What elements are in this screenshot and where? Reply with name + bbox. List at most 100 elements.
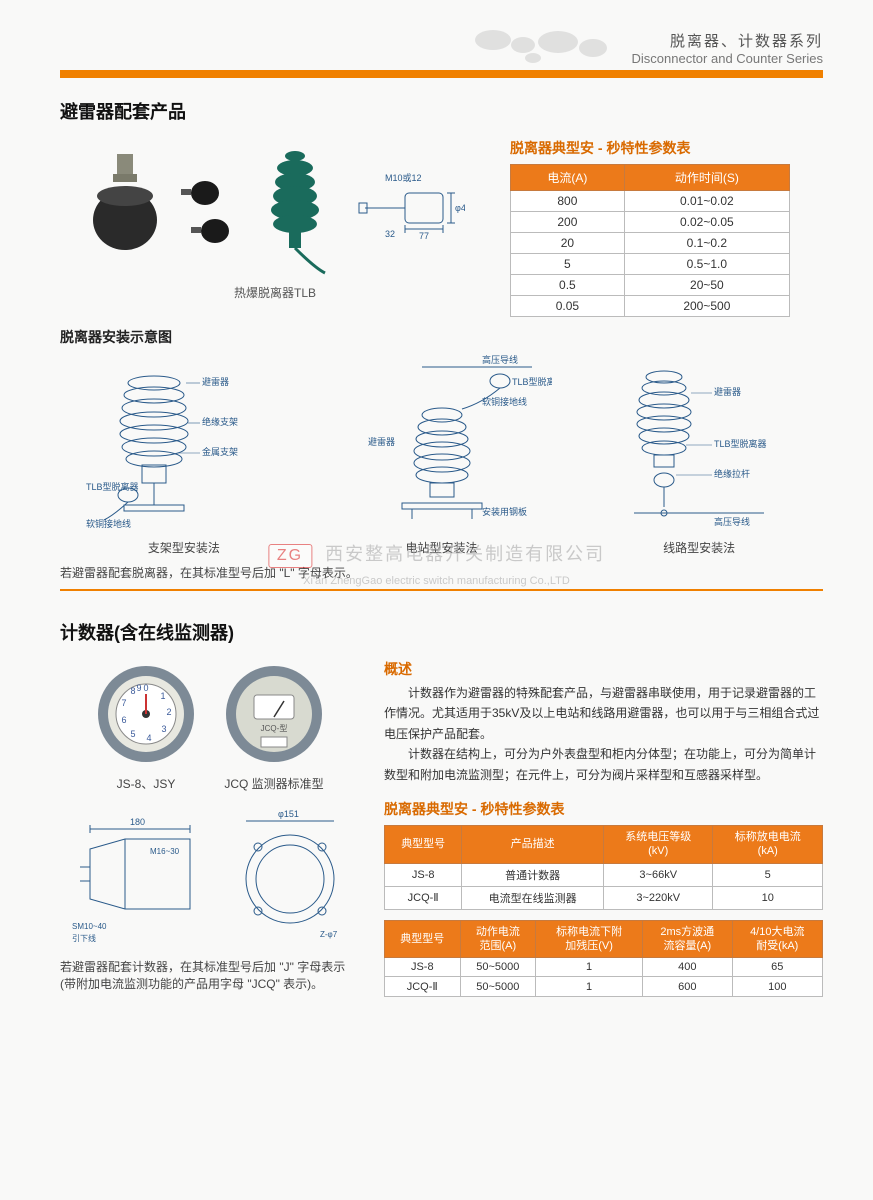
header-title-en: Disconnector and Counter Series bbox=[60, 51, 823, 66]
spec-th: 系统电压等级(kV) bbox=[603, 825, 713, 863]
svg-text:安装用钢板: 安装用钢板 bbox=[482, 506, 527, 517]
svg-text:金属支架: 金属支架 bbox=[202, 446, 238, 457]
svg-text:避雷器: 避雷器 bbox=[714, 386, 741, 397]
tlb-large-illustration bbox=[85, 148, 165, 268]
overview-p1: 计数器作为避雷器的特殊配套产品，与避雷器串联使用，用于记录避雷器的工作情况。尤其… bbox=[384, 683, 823, 744]
watermark-en: Xi'an ZhengGao electric switch manufactu… bbox=[303, 575, 570, 587]
svg-text:高压导线: 高压导线 bbox=[482, 355, 518, 365]
param-cell: 5 bbox=[511, 254, 625, 275]
watermark-badge: ZG bbox=[268, 544, 312, 568]
install-title: 脱离器安装示意图 bbox=[60, 327, 823, 347]
svg-text:180: 180 bbox=[130, 817, 145, 827]
param-th-0: 电流(A) bbox=[511, 165, 625, 191]
counter-cap-left: JS-8、JSY bbox=[91, 775, 201, 792]
spec-cell: JS-8 bbox=[385, 958, 461, 977]
product-images: M10或12 77 32 φ45 bbox=[60, 138, 490, 278]
svg-text:5: 5 bbox=[130, 729, 135, 739]
svg-text:避雷器: 避雷器 bbox=[202, 376, 229, 387]
watermark-cn: 西安整高电器开关制造有限公司 bbox=[325, 544, 605, 564]
svg-text:77: 77 bbox=[419, 231, 429, 241]
param-cell: 200~500 bbox=[624, 296, 789, 317]
param-cell: 0.5 bbox=[511, 275, 625, 296]
svg-text:高压导线: 高压导线 bbox=[714, 516, 750, 527]
spec-cell: 普通计数器 bbox=[462, 863, 604, 886]
svg-text:6: 6 bbox=[121, 715, 126, 725]
svg-text:3: 3 bbox=[161, 724, 166, 734]
svg-text:M16~30: M16~30 bbox=[150, 847, 180, 856]
counter-images: 012 345 678 9 JCQ-型 bbox=[60, 659, 360, 769]
spec-cell: 3~66kV bbox=[603, 863, 713, 886]
section1-title: 避雷器配套产品 bbox=[60, 98, 823, 124]
spec-cell: 400 bbox=[643, 958, 733, 977]
spec-cell: JCQ-Ⅱ bbox=[385, 886, 462, 909]
svg-text:φ45: φ45 bbox=[455, 203, 465, 213]
param-cell: 0.05 bbox=[511, 296, 625, 317]
install-station-diagram: 高压导线 TLB型脱离器 软铜接地线 避雷器 安装用钢板 bbox=[332, 355, 552, 535]
watermark: ZG 西安整高电器开关制造有限公司 Xi'an ZhengGao electri… bbox=[268, 540, 605, 589]
install-line-diagram: 避雷器 TLB型脱离器 绝缘拉杆 高压导线 bbox=[594, 355, 804, 535]
spec-th: 典型型号 bbox=[385, 825, 462, 863]
svg-text:软铜接地线: 软铜接地线 bbox=[482, 396, 527, 407]
spec-cell: 1 bbox=[536, 958, 643, 977]
svg-text:1: 1 bbox=[160, 691, 165, 701]
spec-cell: 65 bbox=[732, 958, 822, 977]
overview-title: 概述 bbox=[384, 659, 823, 679]
svg-text:TLB型脱离器: TLB型脱离器 bbox=[86, 481, 139, 492]
spec-cell: JS-8 bbox=[385, 863, 462, 886]
world-map-decoration bbox=[463, 20, 623, 70]
section2-note: 若避雷器配套计数器，在其标准型号后加 "J" 字母表示(带附加电流监测功能的产品… bbox=[60, 958, 360, 992]
param-cell: 800 bbox=[511, 191, 625, 212]
svg-text:M10或12: M10或12 bbox=[385, 172, 422, 183]
param-table: 电流(A) 动作时间(S) 8000.01~0.022000.02~0.0520… bbox=[510, 164, 790, 317]
counter-js8-image: 012 345 678 9 bbox=[91, 659, 201, 769]
spec-th: 产品描述 bbox=[462, 825, 604, 863]
param-cell: 0.01~0.02 bbox=[624, 191, 789, 212]
tlb-small-pair bbox=[175, 163, 245, 253]
svg-text:32: 32 bbox=[385, 229, 395, 239]
svg-text:2: 2 bbox=[166, 707, 171, 717]
svg-text:TLB型脱离器: TLB型脱离器 bbox=[714, 438, 767, 449]
svg-text:引下线: 引下线 bbox=[72, 933, 96, 943]
param-th-1: 动作时间(S) bbox=[624, 165, 789, 191]
param-cell: 0.02~0.05 bbox=[624, 212, 789, 233]
spec-th: 典型型号 bbox=[385, 920, 461, 958]
param-cell: 20 bbox=[511, 233, 625, 254]
header: 脱离器、计数器系列 Disconnector and Counter Serie… bbox=[60, 30, 823, 66]
svg-text:TLB型脱离器: TLB型脱离器 bbox=[512, 376, 552, 387]
tlb-dimension-drawing: M10或12 77 32 φ45 bbox=[345, 163, 465, 253]
spec-th: 动作电流范围(A) bbox=[460, 920, 536, 958]
spec-table-a: 典型型号产品描述系统电压等级(kV)标称放电电流(kA) JS-8普通计数器3~… bbox=[384, 825, 823, 910]
param-cell: 20~50 bbox=[624, 275, 789, 296]
counter-dimension-drawing: 180 M16~30 SM10~40 引下线 φ151 bbox=[60, 804, 360, 954]
spec-cell: 电流型在线监测器 bbox=[462, 886, 604, 909]
spec-cell: 1 bbox=[536, 977, 643, 997]
svg-text:Z-φ7: Z-φ7 bbox=[320, 930, 338, 939]
header-orange-bar bbox=[60, 70, 823, 78]
spec-cell: 5 bbox=[713, 863, 823, 886]
svg-text:JCQ-型: JCQ-型 bbox=[261, 724, 288, 733]
svg-text:φ151: φ151 bbox=[278, 809, 299, 819]
header-title-cn: 脱离器、计数器系列 bbox=[60, 30, 823, 51]
spec-title: 脱离器典型安 - 秒特性参数表 bbox=[384, 799, 823, 819]
svg-text:软铜接地线: 软铜接地线 bbox=[86, 518, 131, 529]
svg-text:绝缘拉杆: 绝缘拉杆 bbox=[714, 468, 750, 479]
param-cell: 0.1~0.2 bbox=[624, 233, 789, 254]
spec-cell: 3~220kV bbox=[603, 886, 713, 909]
counter-cap-right: JCQ 监测器标准型 bbox=[219, 775, 329, 792]
spec-cell: 600 bbox=[643, 977, 733, 997]
spec-cell: JCQ-Ⅱ bbox=[385, 977, 461, 997]
param-cell: 0.5~1.0 bbox=[624, 254, 789, 275]
param-cell: 200 bbox=[511, 212, 625, 233]
spec-th: 标称电流下附加残压(V) bbox=[536, 920, 643, 958]
product-caption: 热爆脱离器TLB bbox=[60, 284, 490, 301]
section2-title: 计数器(含在线监测器) bbox=[60, 619, 823, 645]
overview-p2: 计数器在结构上，可分为户外表盘型和柜内分体型；在功能上，可分为简单计数型和附加电… bbox=[384, 744, 823, 785]
install-diagrams: 避雷器 绝缘支架 金属支架 TLB型脱离器 软铜接地线 支架型安装法 bbox=[60, 355, 823, 556]
svg-text:7: 7 bbox=[121, 698, 126, 708]
arrester-green bbox=[255, 138, 335, 278]
param-table-title: 脱离器典型安 - 秒特性参数表 bbox=[510, 138, 790, 158]
svg-text:避雷器: 避雷器 bbox=[368, 436, 395, 447]
install-cap-2: 线路型安装法 bbox=[575, 539, 823, 556]
svg-text:4: 4 bbox=[146, 733, 151, 743]
spec-cell: 50~5000 bbox=[460, 977, 536, 997]
